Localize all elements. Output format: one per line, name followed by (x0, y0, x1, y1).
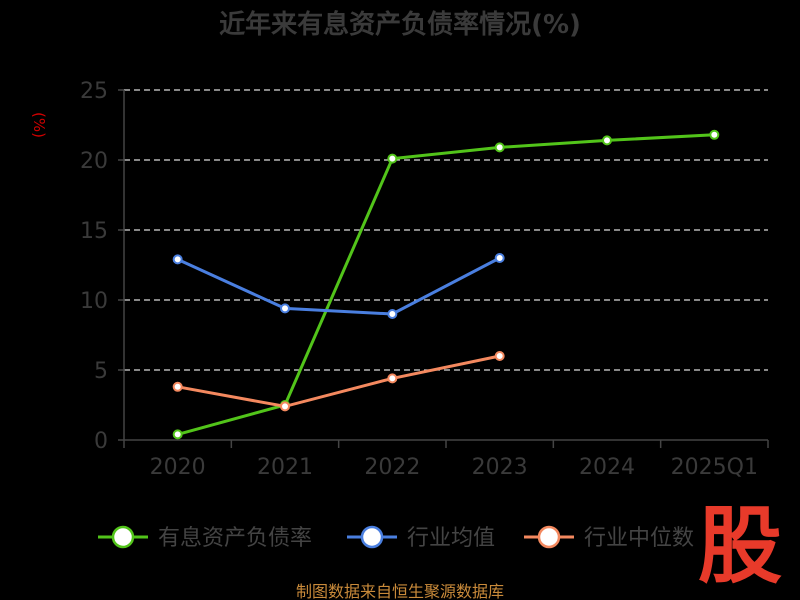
data-point-s1-2020 (172, 254, 183, 265)
legend-marker-0 (111, 525, 135, 549)
data-point-s0-2023 (494, 142, 505, 153)
data-point-s1-2023 (494, 253, 505, 263)
y-tick-label-10: 10 (80, 289, 108, 314)
y-tick-label-0: 0 (94, 429, 108, 454)
legend-label-0: 有息资产负债率 (158, 526, 312, 551)
data-point-s0-2025Q1 (709, 129, 720, 140)
legend-marker-2 (537, 525, 561, 549)
data-point-s2-2020 (172, 381, 183, 392)
series-line-0 (177, 133, 715, 436)
x-tick-label-2022: 2022 (364, 455, 420, 480)
y-tick-label-20: 20 (80, 149, 108, 174)
data-point-s0-2024 (602, 135, 612, 146)
data-point-s0-2020 (172, 429, 183, 440)
x-tick-label-2025Q1: 2025Q1 (671, 455, 758, 480)
legend-label-1: 行业均值 (407, 526, 495, 551)
x-tick-label-2023: 2023 (472, 455, 528, 480)
series-line-2 (177, 354, 500, 408)
chart-title: 近年来有息资产负债率情况(%) (219, 10, 581, 40)
data-point-s2-2021 (280, 401, 290, 412)
x-tick-label-2021: 2021 (257, 455, 313, 480)
legend-label-2: 行业中位数 (584, 526, 694, 551)
series-line-1 (177, 256, 501, 316)
y-tick-label-5: 5 (94, 359, 108, 384)
data-point-s1-2021 (280, 303, 290, 314)
data-point-s0-2022 (387, 153, 398, 164)
x-tick-label-2024: 2024 (579, 455, 635, 480)
x-tick-label-2020: 2020 (150, 455, 206, 480)
data-point-s2-2023 (494, 351, 505, 361)
y-tick-label-15: 15 (80, 219, 108, 244)
data-source-note: 制图数据来自恒生聚源数据库 (295, 582, 504, 600)
logo-stamp: 股 (697, 496, 782, 595)
data-point-s2-2022 (387, 373, 398, 384)
data-point-s1-2022 (387, 309, 398, 319)
legend-marker-1 (360, 525, 384, 549)
y-tick-label-25: 25 (80, 79, 108, 104)
